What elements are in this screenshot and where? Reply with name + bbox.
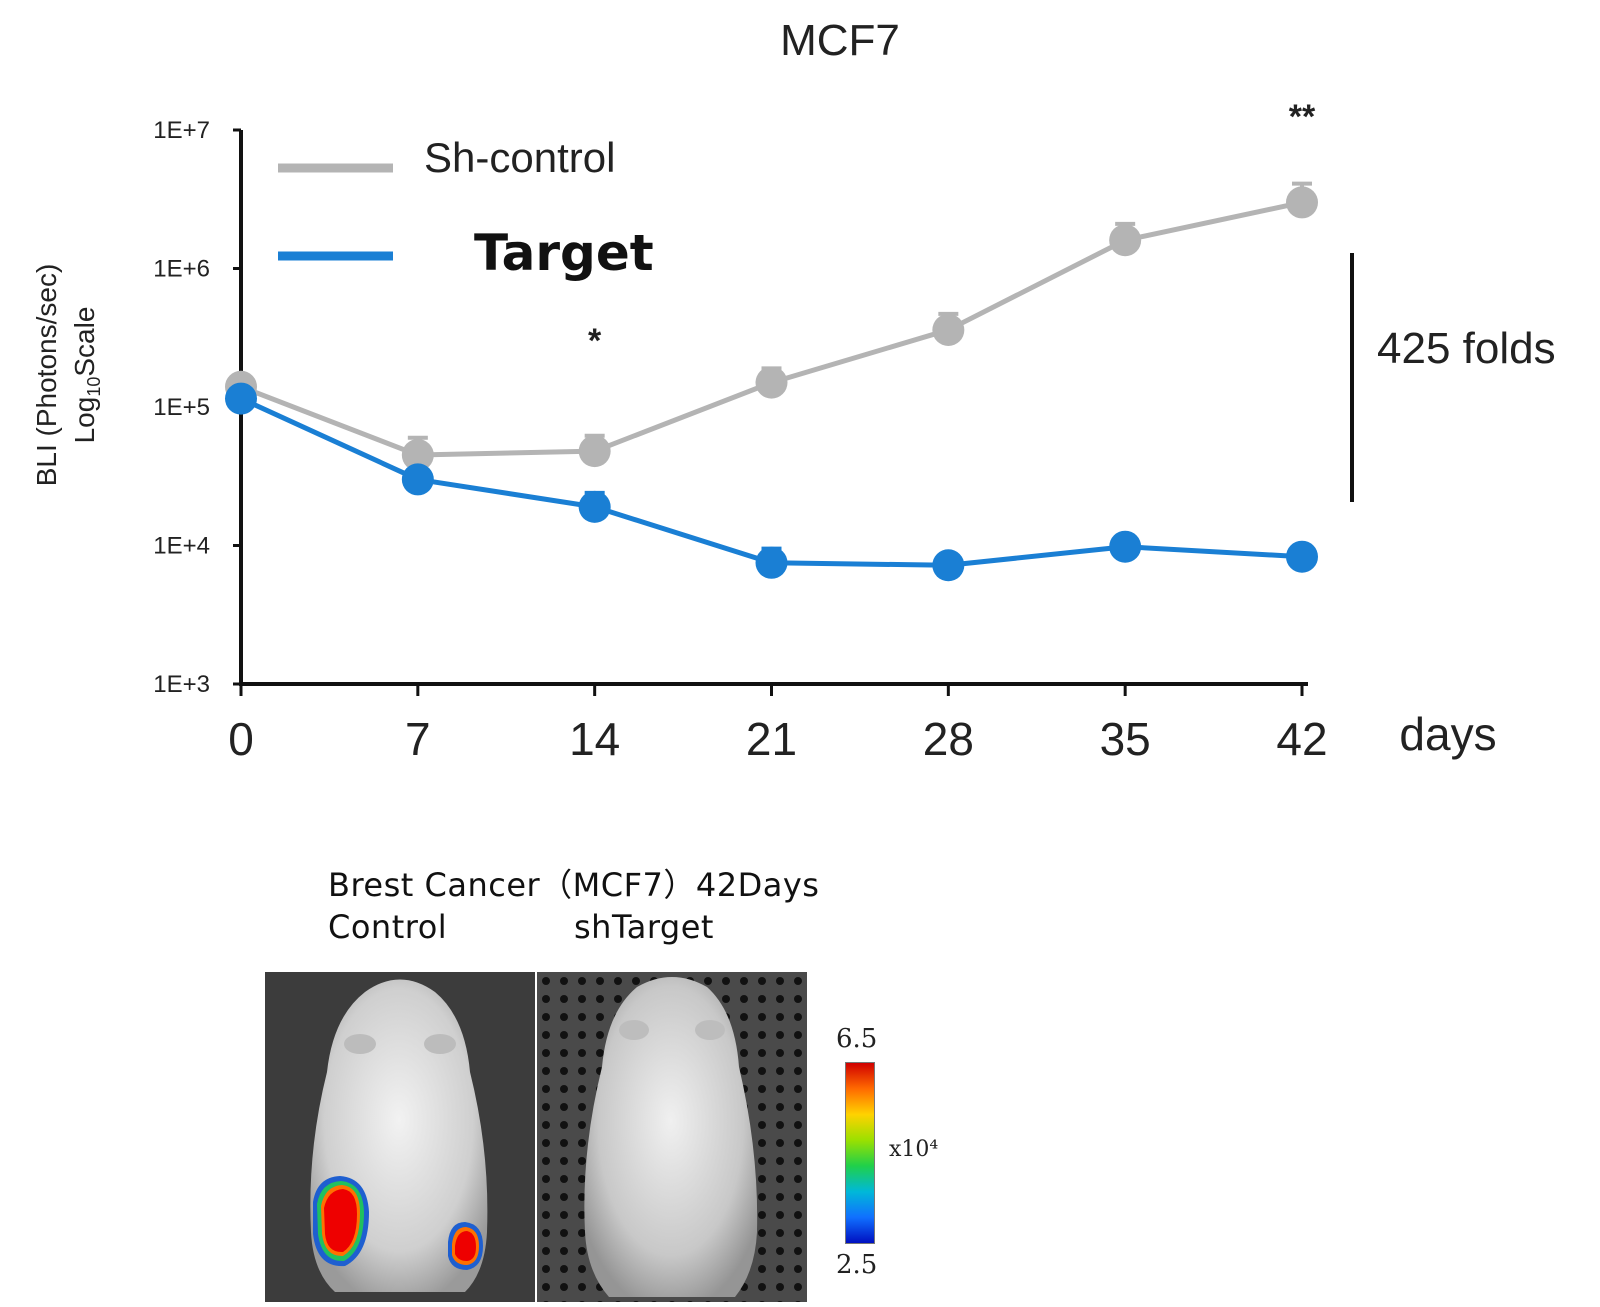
significance-marker: *: [588, 322, 602, 360]
x-tick-label: 42: [1276, 713, 1327, 765]
x-axis-ticks: 0 7 14 21 28 35 42: [228, 684, 1328, 765]
x-tick-label: 21: [746, 713, 797, 765]
y-tick-label: 1E+5: [153, 394, 210, 421]
significance-annotations: ***: [588, 98, 1316, 360]
x-tick-label: 35: [1100, 713, 1151, 765]
fold-bracket-label: 425 folds: [1377, 324, 1556, 373]
x-tick-label: 0: [228, 713, 254, 765]
legend: Sh-control Target: [278, 134, 654, 282]
x-tick-label: 14: [569, 713, 620, 765]
label-shtarget: shTarget: [574, 908, 714, 946]
y-axis-label-line1: BLI (Photons/sec): [31, 264, 62, 487]
data-point: [578, 490, 611, 523]
y-axis-label-subscript: 10: [84, 377, 104, 397]
y-tick-label: 1E+3: [153, 671, 210, 698]
mouse-image-shtarget: [537, 972, 807, 1302]
series-line-sh-control: [240, 199, 1303, 458]
legend-label-target: Target: [474, 224, 654, 282]
data-point: [755, 366, 788, 399]
series-layer: [225, 181, 1318, 582]
colorbar-max: 6.5: [836, 1024, 878, 1054]
data-point: [578, 435, 611, 468]
colorbar-unit: x10⁴: [889, 1137, 939, 1162]
data-point: [401, 439, 434, 472]
significance-marker: **: [1289, 98, 1316, 136]
chart-title: MCF7: [780, 16, 900, 65]
image-caption: Brest Cancer（MCF7）42Days: [328, 866, 820, 904]
colorbar-min: 2.5: [836, 1250, 878, 1280]
data-point: [755, 546, 788, 579]
data-point: [1109, 224, 1142, 257]
data-point: [932, 549, 965, 582]
tumor-signal-right: [448, 1222, 483, 1270]
colorbar: [845, 1062, 875, 1244]
y-axis-label-scale: Scale: [69, 307, 100, 377]
label-control: Control: [328, 908, 448, 946]
y-axis-label-line2: Log10Scale: [69, 307, 104, 444]
y-axis-ticks: 1E+3 1E+4 1E+5 1E+6 1E+7: [153, 117, 241, 698]
data-point: [401, 463, 434, 496]
mouse-silhouette-control: [310, 979, 488, 1292]
mouse-image-control: [265, 972, 535, 1302]
x-axis-label: days: [1399, 708, 1496, 760]
data-point: [932, 313, 965, 346]
data-point: [1109, 530, 1142, 563]
series-sh-control: [225, 181, 1318, 472]
y-axis-label-log: Log: [69, 397, 100, 444]
data-point: [225, 382, 257, 415]
tumor-signal-left: [313, 1176, 369, 1267]
x-tick-label: 28: [923, 713, 974, 765]
y-tick-label: 1E+7: [153, 117, 210, 144]
x-tick-label: 7: [405, 713, 431, 765]
y-tick-label: 1E+6: [153, 256, 210, 283]
mouse-silhouette-shtarget: [537, 972, 807, 1302]
series-line-target: [239, 396, 1303, 568]
data-point: [1286, 540, 1318, 573]
legend-label-sh-control: Sh-control: [424, 134, 615, 181]
bli-line-chart: MCF7 BLI (Photons/sec) Log10Scale 1E+31E…: [31, 16, 1556, 765]
data-point: [1286, 186, 1318, 219]
y-tick-label: 1E+4: [153, 533, 210, 560]
y-axis-label: BLI (Photons/sec) Log10Scale: [31, 264, 104, 487]
series-target: [225, 382, 1318, 582]
